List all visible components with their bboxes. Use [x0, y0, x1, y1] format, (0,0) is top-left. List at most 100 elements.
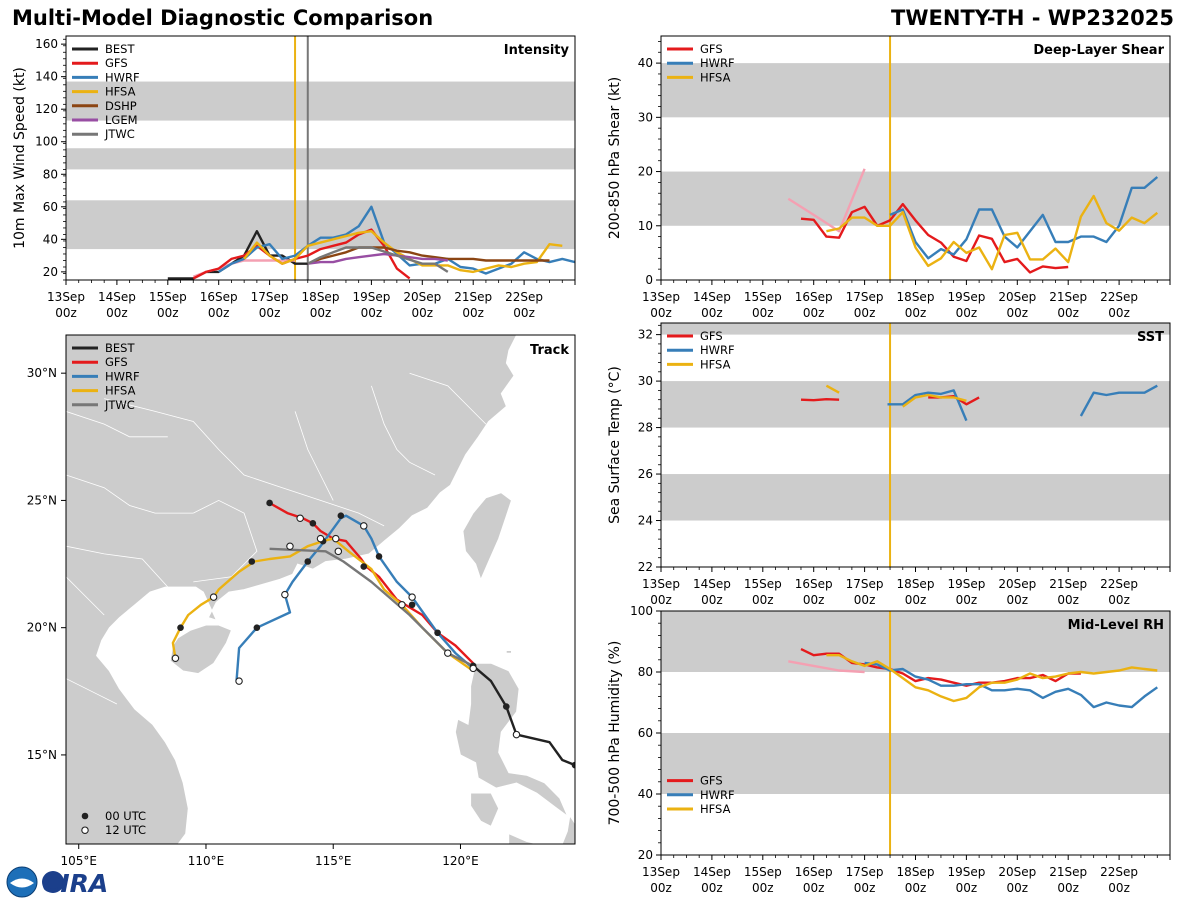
rh-xtick-day-label: 20Sep [998, 865, 1036, 879]
sst-xtick-hour-label: 00z [752, 593, 774, 607]
sst-plot-area [661, 323, 1170, 567]
track-marker-12utc [512, 730, 521, 739]
sst-legend-label-hfsa: HFSA [700, 357, 731, 371]
rh-xtick-hour-label: 00z [803, 881, 825, 895]
sst-xtick-day-label: 15Sep [744, 577, 782, 591]
shear-legend-label-hwrf: HWRF [700, 56, 735, 70]
rh-xtick-day-label: 16Sep [795, 865, 833, 879]
noaa-bird-icon [10, 878, 34, 888]
rh-series-hwrf-2 [864, 661, 1158, 709]
intensity-series-jtwc-7 [307, 246, 449, 273]
shear-panel-title: Deep-Layer Shear [1033, 43, 1164, 58]
track-marker-12utc [286, 542, 294, 550]
sst-series-gfs-0 [800, 398, 840, 402]
sst-panel-title: SST [1137, 330, 1164, 345]
track-marker-12utc [171, 654, 180, 662]
sst-xtick-hour-label: 00z [803, 593, 825, 607]
track-marker-12utc [296, 514, 304, 522]
rh-xtick-day-label: 18Sep [897, 865, 935, 879]
storm-id-title: TWENTY-TH - WP232025 [891, 6, 1174, 30]
sst-legend-label-gfs: GFS [700, 329, 723, 343]
border-province-1 [104, 398, 385, 527]
shear-xtick-day-label: 22Sep [1100, 290, 1138, 304]
track-marker-12utc [209, 593, 218, 601]
shear-xtick-hour-label: 00z [905, 306, 927, 320]
land-samar [561, 814, 575, 844]
track-marker-00utc [434, 629, 441, 637]
rh-xtick-day-label: 15Sep [744, 865, 782, 879]
intensity-xtick-day-label: 17Sep [251, 290, 289, 304]
rh-xtick-day-label: 13Sep [642, 865, 680, 879]
intensity-xtick-day-label: 16Sep [200, 290, 238, 304]
border-vn-la [66, 678, 118, 705]
intensity-ytick-label: 120 [35, 102, 58, 116]
rh-ytick-label: 40 [638, 787, 653, 801]
shear-xtick-hour-label: 00z [803, 306, 825, 320]
track-marker-00utc [309, 520, 317, 527]
shear-xtick-hour-label: 00z [1108, 306, 1130, 320]
intensity-xtick-day-label: 14Sep [98, 290, 136, 304]
shear-series-gfs-1 [800, 202, 1069, 274]
rh-xtick-hour-label: 00z [1108, 881, 1130, 895]
shear-xtick-hour-label: 00z [854, 306, 876, 320]
track-xtick-label: 120°E [442, 854, 479, 868]
sst-ytick-label: 22 [638, 560, 653, 574]
land-taiwan [462, 492, 512, 581]
intensity-ytick-label: 40 [43, 232, 58, 246]
shear-xtick-hour-label: 00z [1007, 306, 1029, 320]
shear-xtick-day-label: 21Sep [1049, 290, 1087, 304]
rh-band-0 [661, 733, 1170, 794]
shear-xtick-day-label: 19Sep [947, 290, 985, 304]
shear-ytick-label: 30 [638, 110, 653, 124]
sst-xtick-day-label: 21Sep [1049, 577, 1087, 591]
sst-xtick-hour-label: 00z [956, 593, 978, 607]
shear-xtick-day-label: 13Sep [642, 290, 680, 304]
track-marker-00utc [177, 624, 184, 631]
rh-ytick-label: 80 [638, 665, 653, 679]
sst-band-0 [661, 474, 1170, 521]
shear-xtick-day-label: 18Sep [897, 290, 935, 304]
sst-xtick-day-label: 19Sep [947, 577, 985, 591]
track-marker-12utc [398, 601, 406, 609]
track-xtick-label: 115°E [315, 854, 352, 868]
intensity-legend-label-hfsa: HFSA [105, 85, 136, 99]
land-hainan [169, 624, 232, 674]
shear-xtick-day-label: 20Sep [998, 290, 1036, 304]
intensity-plot-area [66, 36, 575, 280]
intensity-legend-label-dshp: DSHP [105, 99, 137, 113]
border-province-5 [409, 372, 487, 425]
intensity-xtick-day-label: 22Sep [505, 290, 543, 304]
track-ytick-label: 25°N [27, 493, 57, 507]
rh-xtick-hour-label: 00z [1057, 881, 1079, 895]
intensity-xtick-hour-label: 00z [412, 306, 434, 320]
sst-xtick-hour-label: 00z [701, 593, 723, 607]
sst-ylabel: Sea Surface Temp (°C) [607, 366, 623, 524]
track-legend-label-hwrf: HWRF [105, 369, 140, 383]
shear-band-1 [661, 63, 1170, 118]
border-vn-1 [66, 576, 105, 616]
intensity-xtick-hour-label: 00z [106, 306, 128, 320]
intensity-series-dshp-5 [307, 246, 550, 265]
intensity-ylabel: 10m Max Wind Speed (kt) [12, 67, 28, 249]
shear-legend-label-gfs: GFS [700, 42, 723, 56]
intensity-legend-label-jtwc: JTWC [104, 127, 135, 141]
shear-band-0 [661, 171, 1170, 226]
intensity-xtick-hour-label: 00z [208, 306, 230, 320]
sst-xtick-hour-label: 00z [650, 593, 672, 607]
cira-logo-text: CIRA [42, 869, 108, 898]
sst-series-hfsa-2 [825, 384, 840, 394]
track-xtick-label: 110°E [188, 854, 225, 868]
border-province-3 [294, 411, 334, 501]
border-vn-cn [66, 545, 169, 588]
sst-xtick-day-label: 22Sep [1100, 577, 1138, 591]
sst-xtick-hour-label: 00z [854, 593, 876, 607]
sst-series-hwrf-5 [1079, 384, 1158, 417]
intensity-xtick-day-label: 15Sep [149, 290, 187, 304]
intensity-xtick-day-label: 18Sep [302, 290, 340, 304]
land-babuyan [505, 650, 512, 654]
sst-ytick-label: 24 [638, 514, 653, 528]
shear-xtick-day-label: 17Sep [846, 290, 884, 304]
